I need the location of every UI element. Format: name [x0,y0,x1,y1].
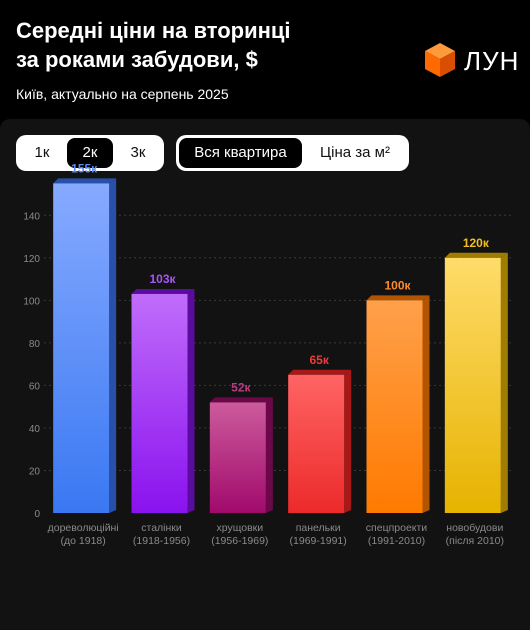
y-tick-label: 60 [29,381,41,392]
x-tick-label-years: (1918-1956) [133,535,190,547]
bar-side-face [265,397,273,513]
x-tick-label-years: (1956-1969) [211,535,268,547]
bar-top-face [131,288,195,294]
bar-top-face [209,397,273,403]
y-axis: 0 20 40 60 80 100 120 140 [23,211,40,520]
brand-logo: ЛУН [424,42,520,78]
metric-option-whole-apartment[interactable]: Вся квартира [179,138,302,168]
bar[interactable] [209,402,266,513]
y-tick-label: 100 [23,296,40,307]
chart-title-line-2: за роками забудови, $ [16,47,258,72]
x-tick-label: дореволюційні [48,522,119,534]
bar[interactable] [444,257,501,513]
bar-side-face [187,288,195,513]
x-tick-label: панельки [296,522,341,534]
x-tick-label-years: (1991-2010) [368,535,425,547]
bar-value-label: 103к [149,272,176,286]
bar-value-label: 120к [463,236,490,250]
rooms-toggle: 1к 2к 3к [16,135,164,171]
x-tick-label-years: (після 2010) [446,535,504,547]
bar[interactable] [53,183,110,513]
chart-header: Середні ціни на вторинці за роками забуд… [0,0,530,117]
bar-side-face [344,369,352,513]
bar[interactable] [366,300,423,513]
x-tick-label-years: (до 1918) [61,535,106,547]
chart-title-line-1: Середні ціни на вторинці [16,18,291,43]
y-tick-label: 120 [23,254,40,265]
x-axis-labels: дореволюційні(до 1918) сталінки(1918-1956… [48,522,504,547]
x-tick-label: новобудови [446,522,503,534]
cube-logo-icon [425,43,455,77]
bar-value-label: 155к [71,161,98,175]
y-tick-label: 40 [29,424,41,435]
bar-side-face [422,295,430,513]
x-tick-label: спецпроекти [366,522,428,534]
rooms-option-1k[interactable]: 1к [34,144,50,161]
rooms-option-3k[interactable]: 3к [130,144,146,161]
bar-side-face [109,178,117,513]
bar-value-label: 52к [231,380,251,394]
bar-value-label: 100к [384,278,411,292]
y-tick-label: 20 [29,466,41,477]
bar-top-face [444,252,508,258]
bar-value-label: 65к [309,353,329,367]
y-tick-label: 80 [29,339,41,350]
x-tick-label: сталінки [141,522,182,534]
chart-title: Середні ціни на вторинці за роками забуд… [16,16,396,74]
chart-subtitle: Київ, актуально на серпень 2025 [16,86,229,102]
brand-logo-text: ЛУН [464,46,520,76]
x-tick-label: хрущовки [217,522,264,534]
y-tick-label: 140 [23,211,40,222]
y-tick-label: 0 [34,509,40,520]
bar[interactable] [131,293,188,513]
x-tick-label-years: (1969-1991) [290,535,347,547]
bar-top-face [288,369,352,375]
metric-toggle: Вся квартира Ціна за м² [176,135,409,171]
bars: 155к 103к 52к 65к 100к 120к [53,161,508,514]
bar-top-face [366,295,430,301]
bar-top-face [53,178,117,184]
rooms-option-2k[interactable]: 2к [67,138,113,168]
bar[interactable] [288,374,345,513]
grid-lines [44,214,514,471]
bar-side-face [500,252,508,514]
metric-option-price-per-m2[interactable]: Ціна за м² [320,144,390,161]
